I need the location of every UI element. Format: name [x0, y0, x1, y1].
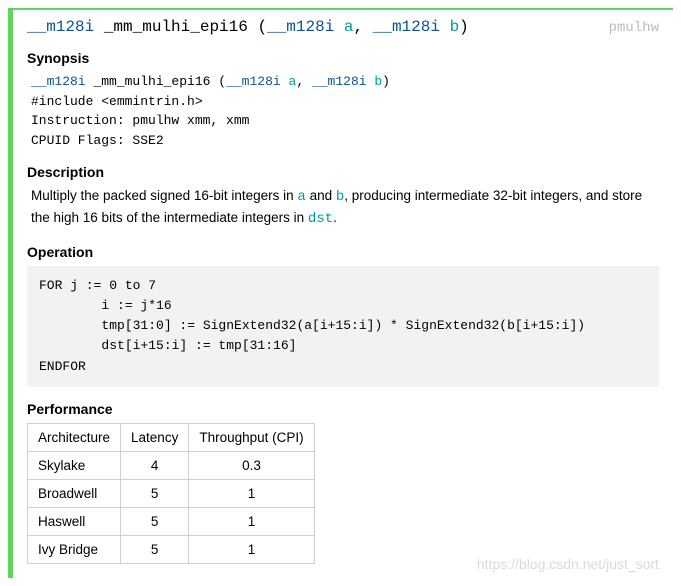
return-type: __m128i — [31, 74, 86, 89]
operation-code: FOR j := 0 to 7 i := j*16 tmp[31:0] := S… — [27, 266, 659, 387]
description-heading: Description — [27, 164, 659, 180]
signature-line: __m128i _mm_mulhi_epi16 (__m128i a, __m1… — [27, 18, 659, 36]
desc-part: and — [306, 188, 336, 203]
desc-param-b: b — [336, 189, 344, 205]
paren-close: ) — [382, 74, 390, 89]
cell-throughput: 1 — [189, 535, 314, 563]
param-type: __m128i — [373, 18, 440, 36]
cell-throughput: 1 — [189, 479, 314, 507]
intrinsic-panel: pmulhw __m128i _mm_mulhi_epi16 (__m128i … — [8, 8, 673, 578]
include-line: #include <emmintrin.h> — [31, 92, 659, 112]
col-throughput: Throughput (CPI) — [189, 423, 314, 451]
instruction-tag: pmulhw — [609, 20, 659, 36]
table-row: Skylake 4 0.3 — [28, 451, 315, 479]
param-type: __m128i — [267, 18, 334, 36]
function-name: _mm_mulhi_epi16 — [93, 74, 210, 89]
col-architecture: Architecture — [28, 423, 121, 451]
function-name: _mm_mulhi_epi16 — [104, 18, 248, 36]
param-name: b — [450, 18, 460, 36]
return-type: __m128i — [27, 18, 94, 36]
param-name: b — [374, 74, 382, 89]
cell-latency: 5 — [121, 507, 189, 535]
col-latency: Latency — [121, 423, 189, 451]
synopsis-heading: Synopsis — [27, 50, 659, 66]
cell-latency: 4 — [121, 451, 189, 479]
cell-throughput: 0.3 — [189, 451, 314, 479]
desc-param-a: a — [297, 189, 305, 205]
comma: , — [354, 18, 364, 36]
param-name: a — [344, 18, 354, 36]
cell-latency: 5 — [121, 479, 189, 507]
watermark-text: https://blog.csdn.net/just_sort — [477, 556, 659, 572]
paren-open: ( — [218, 74, 226, 89]
operation-heading: Operation — [27, 244, 659, 260]
cpuid-line: CPUID Flags: SSE2 — [31, 131, 659, 151]
table-header-row: Architecture Latency Throughput (CPI) — [28, 423, 315, 451]
comma: , — [296, 74, 304, 89]
table-row: Haswell 5 1 — [28, 507, 315, 535]
cell-latency: 5 — [121, 535, 189, 563]
cell-arch: Broadwell — [28, 479, 121, 507]
table-row: Broadwell 5 1 — [28, 479, 315, 507]
cell-arch: Ivy Bridge — [28, 535, 121, 563]
synopsis-signature: __m128i _mm_mulhi_epi16 (__m128i a, __m1… — [31, 72, 659, 92]
instruction-line: Instruction: pmulhw xmm, xmm — [31, 111, 659, 131]
param-type: __m128i — [226, 74, 281, 89]
desc-part: Multiply the packed signed 16-bit intege… — [31, 188, 297, 203]
synopsis-block: __m128i _mm_mulhi_epi16 (__m128i a, __m1… — [31, 72, 659, 150]
desc-part: . — [333, 210, 337, 225]
performance-heading: Performance — [27, 401, 659, 417]
description-text: Multiply the packed signed 16-bit intege… — [31, 186, 659, 230]
table-row: Ivy Bridge 5 1 — [28, 535, 315, 563]
paren-open: ( — [257, 18, 267, 36]
desc-dst: dst — [308, 211, 333, 227]
param-type: __m128i — [312, 74, 367, 89]
paren-close: ) — [459, 18, 469, 36]
cell-arch: Haswell — [28, 507, 121, 535]
cell-throughput: 1 — [189, 507, 314, 535]
performance-table: Architecture Latency Throughput (CPI) Sk… — [27, 423, 315, 564]
cell-arch: Skylake — [28, 451, 121, 479]
